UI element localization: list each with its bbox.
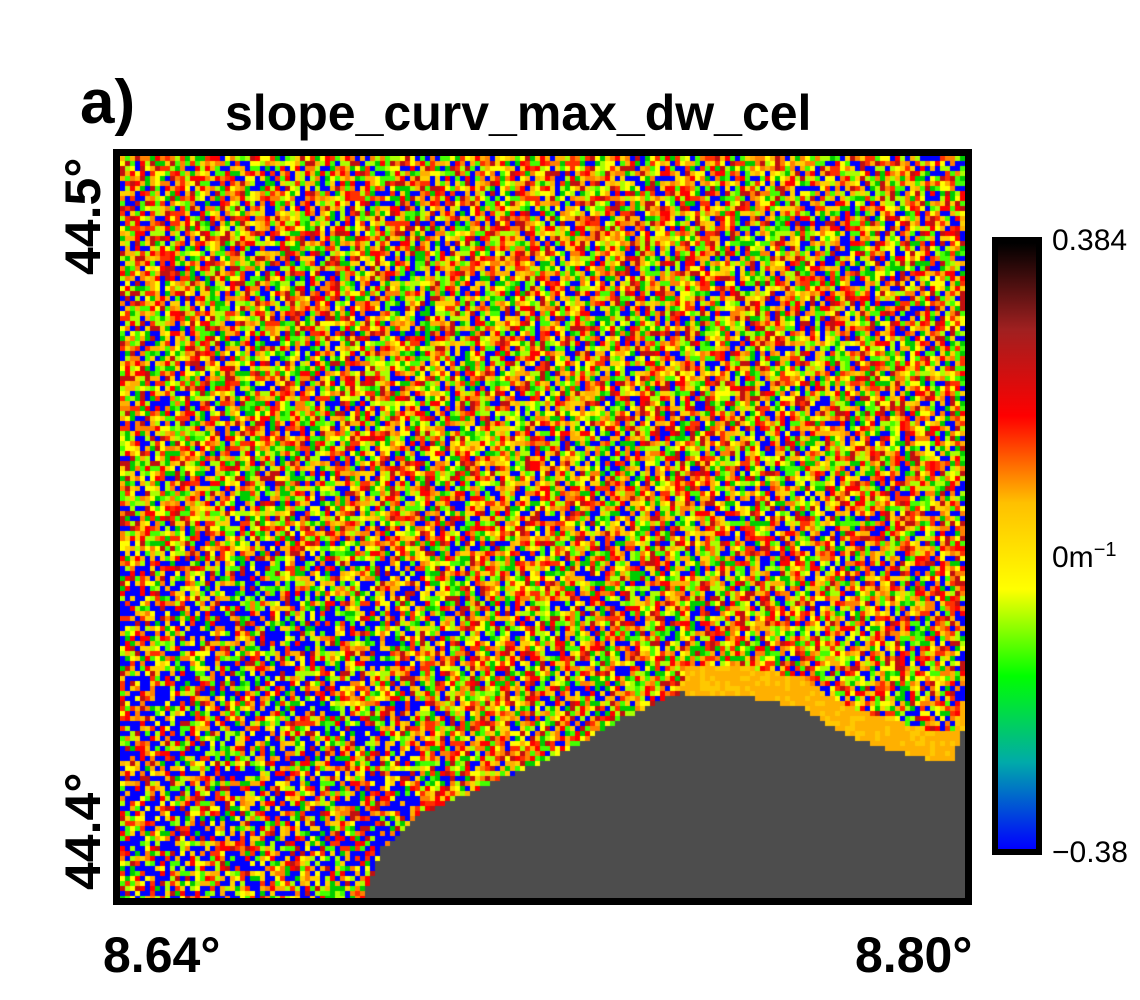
colorbar-mid-label: 0m−1 (1052, 540, 1117, 573)
colorbar-max-label: 0.384 (1052, 224, 1128, 257)
map-title: slope_curv_max_dw_cel (225, 85, 812, 141)
lon-tick-8-64: 8.64° (103, 927, 221, 983)
curvature-raster (120, 156, 965, 898)
map-frame (113, 149, 972, 905)
colorbar-mid-unit: −1 (1093, 539, 1117, 561)
lat-tick-44-4: 44.4° (55, 772, 111, 890)
colorbar-mid-value: 0m (1052, 541, 1094, 574)
panel-label: a) (80, 68, 136, 137)
lat-tick-44-5: 44.5° (55, 157, 111, 275)
lon-tick-8-80: 8.80° (855, 927, 973, 983)
colorbar-min-label: −0.38 (1052, 836, 1128, 869)
colorbar (992, 237, 1042, 855)
